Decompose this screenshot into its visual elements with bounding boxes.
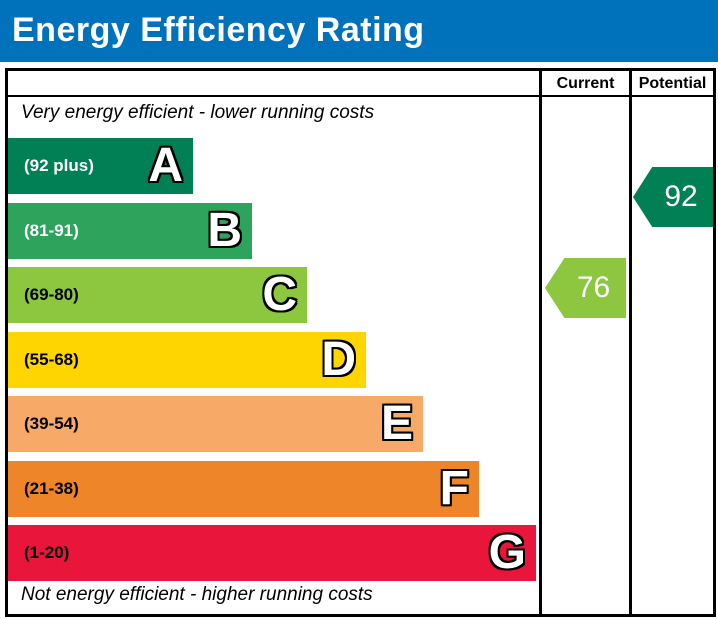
band-range: (39-54) xyxy=(24,414,79,433)
band-a: (92 plus) A xyxy=(8,138,193,194)
band-range: (81-91) xyxy=(24,221,79,240)
header-separator xyxy=(8,95,713,97)
band-range: (69-80) xyxy=(24,285,79,304)
band-b: (81-91) B xyxy=(8,203,252,259)
band-letter: A xyxy=(148,139,183,192)
column-divider-current xyxy=(539,71,542,614)
current-rating-value: 76 xyxy=(576,271,611,304)
potential-column-header: Potential xyxy=(638,75,707,92)
band-letter: D xyxy=(321,333,356,386)
band-letter: G xyxy=(488,526,526,579)
band-g: (1-20) G xyxy=(8,525,536,581)
rating-table-inner: Current Potential Very energy efficient … xyxy=(8,71,713,614)
band-range: (1-20) xyxy=(24,543,70,562)
band-letter: B xyxy=(207,204,242,257)
rating-table: Current Potential Very energy efficient … xyxy=(5,68,716,617)
potential-rating-arrow: 92 xyxy=(633,167,713,227)
band-e: (39-54) E xyxy=(8,396,423,452)
bottom-note: Not energy efficient - higher running co… xyxy=(21,584,373,605)
band-c: (69-80) C xyxy=(8,267,307,323)
band-letter: F xyxy=(439,462,469,515)
page-title: Energy Efficiency Rating xyxy=(12,11,425,49)
potential-rating-value: 92 xyxy=(664,180,698,213)
column-divider-potential xyxy=(629,71,632,614)
band-range: (55-68) xyxy=(24,350,79,369)
title-bar: Energy Efficiency Rating xyxy=(0,0,718,62)
band-letter: C xyxy=(262,268,297,321)
top-note: Very energy efficient - lower running co… xyxy=(21,102,375,123)
band-f: (21-38) F xyxy=(8,461,479,517)
band-d: (55-68) D xyxy=(8,332,366,388)
current-column-header: Current xyxy=(556,75,615,92)
band-range: (21-38) xyxy=(24,479,79,498)
band-range: (92 plus) xyxy=(24,156,94,175)
current-rating-arrow: 76 xyxy=(545,258,626,318)
band-letter: E xyxy=(380,397,413,450)
